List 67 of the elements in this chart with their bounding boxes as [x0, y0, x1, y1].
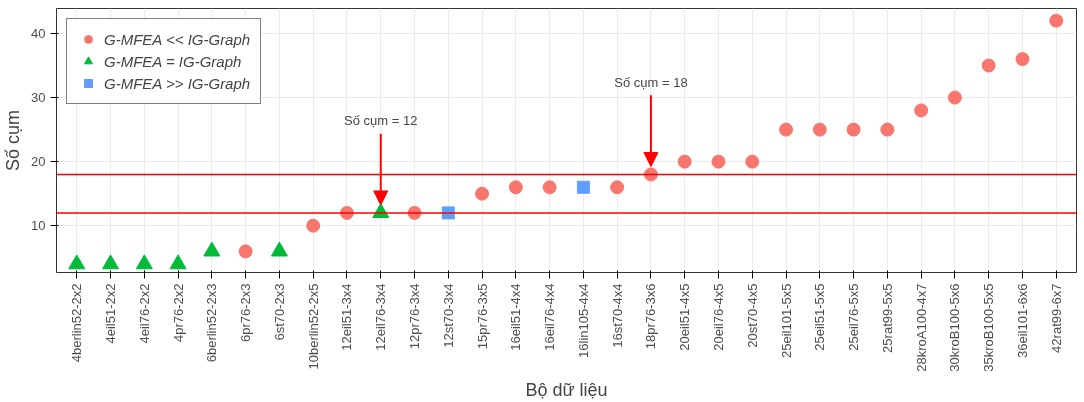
x-tick-label: 25eil51-5x5: [812, 283, 828, 351]
y-tick-label: 10: [31, 218, 46, 234]
annotation: Số cụm = 18: [614, 74, 688, 90]
x-tick-label: 12eil51-3x4: [339, 283, 355, 351]
x-tick-label: 20eil76-4x5: [710, 283, 726, 351]
point: [169, 254, 187, 270]
y-axis-title: Số cụm: [3, 109, 24, 172]
x-tick-label: 20eil51-4x5: [677, 283, 693, 351]
y-tick-label: 30: [31, 90, 46, 106]
x-tick-label: 12pr76-3x4: [407, 283, 423, 350]
point: [812, 122, 827, 137]
x-tick-label: 25eil101-5x5: [778, 283, 794, 358]
x-tick-label: 16st70-4x4: [609, 283, 625, 348]
x-tick-label: 4berlin52-2x2: [69, 283, 85, 363]
y-tick-label: 20: [31, 154, 46, 170]
x-tick-label: 25eil76-5x5: [846, 283, 862, 351]
x-tick-label: 12st70-3x4: [440, 283, 456, 348]
x-tick-label: 35kroB100-5x5: [981, 283, 997, 372]
x-tick-label: 4pr76-2x2: [170, 283, 186, 343]
point: [508, 180, 523, 195]
legend-label: G-MFEA = IG-Graph: [104, 52, 242, 70]
point: [576, 180, 590, 194]
point: [846, 122, 861, 137]
annotation: Số cụm = 12: [344, 113, 418, 129]
point: [947, 90, 962, 105]
x-tick-label: 42rat99-6x7: [1048, 283, 1064, 353]
point: [238, 244, 253, 259]
x-tick-label: 12eil76-3x4: [373, 283, 389, 351]
point: [779, 122, 794, 137]
point: [914, 103, 929, 118]
x-tick-label: 36eil101-6x6: [1014, 283, 1030, 358]
legend-label: G-MFEA >> IG-Graph: [104, 74, 251, 92]
x-tick-label: 4eil51-2x2: [103, 283, 119, 344]
y-tick-label: 40: [31, 25, 46, 41]
point: [306, 218, 321, 233]
point: [880, 122, 895, 137]
point: [1015, 52, 1030, 67]
x-tick-label: 18pr76-3x6: [643, 283, 659, 350]
point: [711, 154, 726, 169]
x-tick-label: 10berlin52-2x5: [305, 283, 321, 370]
point: [135, 254, 153, 270]
x-tick-label: 6st70-2x3: [271, 283, 287, 341]
x-tick-label: 30kroB100-5x6: [947, 283, 963, 372]
x-tick-label: 28kroA100-4x7: [913, 283, 929, 372]
point: [542, 180, 557, 195]
x-tick-label: 6pr76-2x3: [238, 283, 254, 343]
x-tick-label: 15pr76-3x5: [474, 283, 490, 350]
x-tick-label: 25rat99-5x5: [879, 283, 895, 353]
point: [475, 186, 490, 201]
point: [270, 241, 288, 257]
point: [643, 167, 658, 182]
x-axis-title: Bộ dữ liệu: [525, 379, 608, 400]
x-tick-label: 6berlin52-2x3: [204, 283, 220, 363]
x-tick-label: 16eil51-4x4: [508, 283, 524, 351]
point: [745, 154, 760, 169]
point: [68, 254, 86, 270]
x-tick-label: 16lin105-4x4: [575, 283, 591, 358]
point: [203, 241, 221, 257]
point: [677, 154, 692, 169]
point: [102, 254, 120, 270]
legend-label: G-MFEA << IG-Graph: [104, 30, 251, 48]
x-tick-label: 4eil76-2x2: [136, 283, 152, 344]
x-tick-label: 16eil76-4x4: [542, 283, 558, 351]
point: [610, 180, 625, 195]
point: [1049, 13, 1064, 28]
x-tick-label: 20st70-4x5: [744, 283, 760, 348]
point: [981, 58, 996, 73]
